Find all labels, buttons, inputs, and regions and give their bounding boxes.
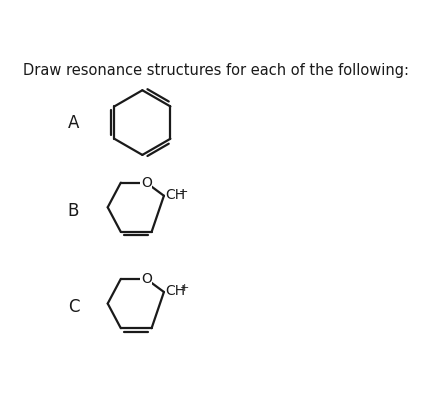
- Text: CH: CH: [165, 188, 186, 202]
- Text: +: +: [179, 283, 189, 293]
- Text: −: −: [179, 187, 189, 197]
- Text: CH: CH: [165, 284, 186, 298]
- Text: O: O: [141, 272, 151, 286]
- Text: O: O: [141, 176, 151, 190]
- Text: Draw resonance structures for each of the following:: Draw resonance structures for each of th…: [23, 63, 409, 78]
- Text: A: A: [68, 114, 79, 131]
- Text: C: C: [68, 298, 79, 316]
- Text: B: B: [68, 202, 79, 220]
